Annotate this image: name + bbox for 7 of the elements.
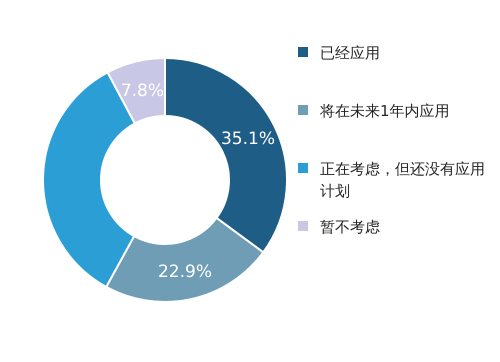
legend-label: 已经应用	[320, 44, 380, 62]
legend-label: 正在考虑，但还没有应用计划	[320, 160, 485, 200]
data-label: 22.9%	[158, 262, 212, 282]
data-label: 7.8%	[120, 80, 164, 101]
data-label: 35.1%	[220, 129, 276, 150]
legend-label: 暂不考虑	[320, 218, 380, 236]
legend-label: 将在未来1年内应用	[319, 102, 450, 120]
